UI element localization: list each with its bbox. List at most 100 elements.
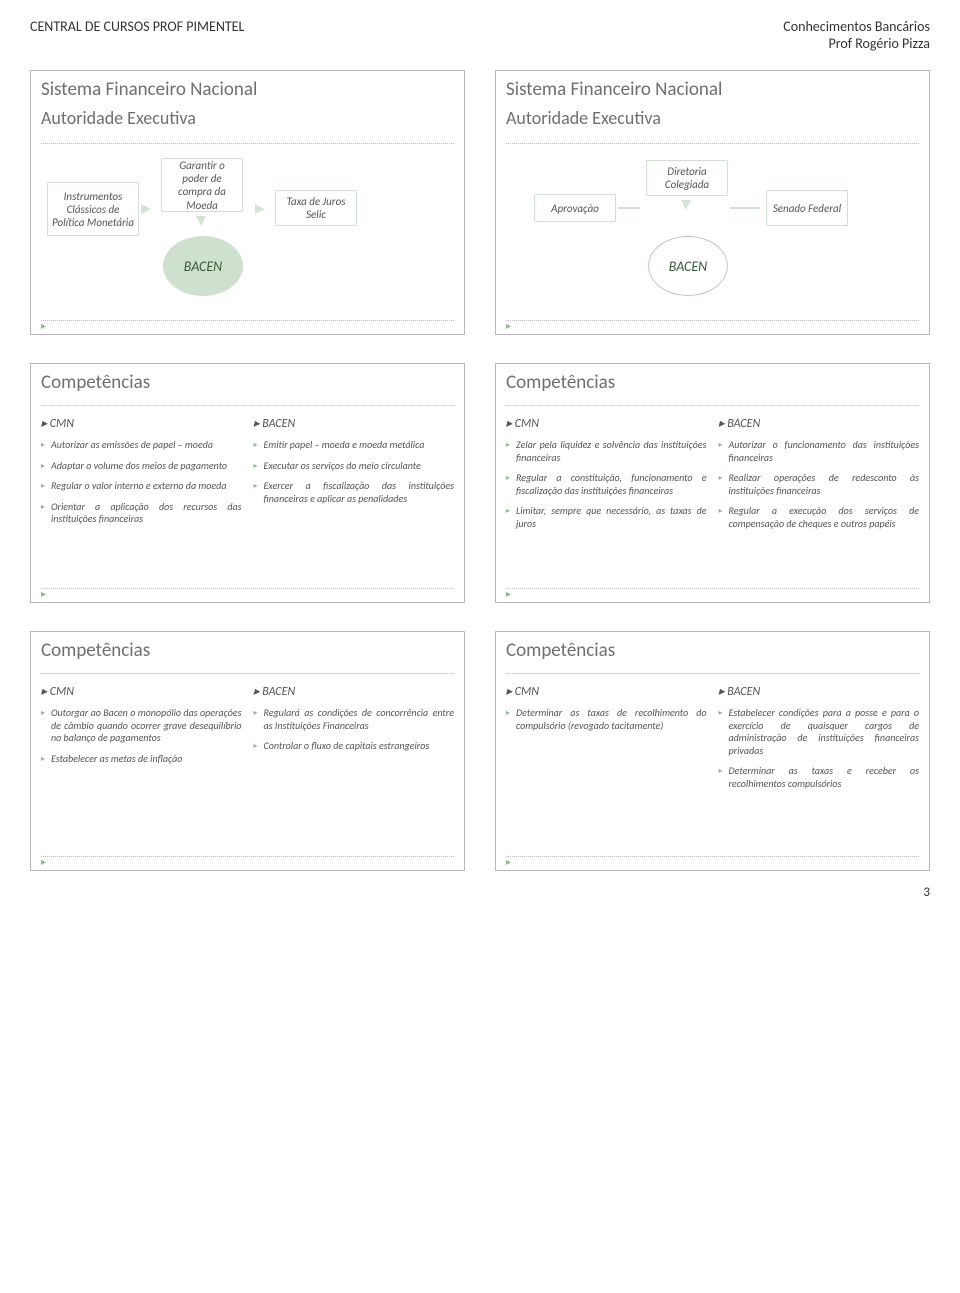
page-header: CENTRAL DE CURSOS PROF PIMENTEL Conhecim… — [30, 18, 930, 52]
panel-sfn-right: Sistema Financeiro Nacional Autoridade E… — [495, 70, 930, 335]
list: Estabelecer condições para a posse e par… — [719, 707, 920, 790]
panel-title: Competências — [41, 372, 454, 395]
list-item: Estabelecer as metas de inflação — [41, 753, 242, 766]
list: Autorizar o funcionamento das instituiçõ… — [719, 439, 920, 530]
two-col: ▸ CMN Zelar pela liquidez e solvência da… — [506, 416, 919, 538]
col-head: ▸ CMN — [41, 684, 242, 699]
page-number: 3 — [30, 885, 930, 900]
panel-titlebar: Competências — [506, 372, 919, 406]
panel-comp-6: Competências ▸ CMN Determinar as taxas d… — [495, 631, 930, 871]
list-item: Emitir papel – moeda e moeda metálica — [254, 439, 455, 452]
list-item: Autorizar as emissões de papel – moeda — [41, 439, 242, 452]
slide-grid: Sistema Financeiro Nacional Autoridade E… — [30, 70, 930, 871]
col-head-text: CMN — [50, 685, 74, 699]
bacen-circle: BACEN — [648, 236, 728, 296]
list-item: Orientar a aplicação dos recursos das in… — [41, 501, 242, 526]
panel-title: Competências — [41, 640, 454, 663]
col-cmn: ▸ CMN Autorizar as emissões de papel – m… — [41, 416, 242, 534]
diagram: Aprovação Diretoria Colegiada Senado Fed… — [506, 154, 919, 324]
col-head-text: BACEN — [727, 685, 760, 699]
col-head-text: BACEN — [262, 417, 295, 431]
list-item: Outorgar ao Bacen o monopólio das operaç… — [41, 707, 242, 745]
col-head-text: BACEN — [727, 417, 760, 431]
header-r1: Conhecimentos Bancários — [783, 18, 930, 35]
panel-titlebar: Sistema Financeiro Nacional Autoridade E… — [41, 79, 454, 144]
panel-title: Competências — [506, 640, 919, 663]
list-item: Regular a constituição, funcionamento e … — [506, 472, 707, 497]
diagram: Instrumentos Clássicos de Política Monet… — [41, 154, 454, 324]
arrow-icon — [681, 200, 691, 210]
col-bacen: ▸ BACEN Autorizar o funcionamento das in… — [719, 416, 920, 538]
col-head: ▸ BACEN — [719, 416, 920, 431]
box-diretoria: Diretoria Colegiada — [646, 160, 728, 196]
col-head: ▸ BACEN — [254, 416, 455, 431]
box-garantir: Garantir o poder de compra da Moeda — [161, 158, 243, 212]
col-head-text: BACEN — [262, 685, 295, 699]
col-cmn: ▸ CMN Zelar pela liquidez e solvência da… — [506, 416, 707, 538]
box-aprovacao: Aprovação — [534, 194, 616, 222]
panel-comp-5: Competências ▸ CMN Outorgar ao Bacen o m… — [30, 631, 465, 871]
col-cmn: ▸ CMN Determinar as taxas de recolhiment… — [506, 684, 707, 798]
col-bacen: ▸ BACEN Regulará as condições de concorr… — [254, 684, 455, 773]
bottom-rule: ▸ — [41, 856, 454, 862]
bottom-rule: ▸ — [506, 856, 919, 862]
list-item: Estabelecer condições para a posse e par… — [719, 707, 920, 757]
panel-subtitle: Autoridade Executiva — [41, 108, 454, 130]
list-item: Realizar operações de redesconto às inst… — [719, 472, 920, 497]
triangle-icon: ▸ — [506, 855, 511, 868]
panel-comp-4: Competências ▸ CMN Zelar pela liquidez e… — [495, 363, 930, 603]
header-left: CENTRAL DE CURSOS PROF PIMENTEL — [30, 18, 244, 52]
list: Determinar as taxas de recolhimento do c… — [506, 707, 707, 732]
col-head-text: CMN — [515, 417, 539, 431]
panel-titlebar: Competências — [41, 372, 454, 406]
list-item: Executar os serviços do meio circulante — [254, 460, 455, 473]
list-item: Zelar pela liquidez e solvência das inst… — [506, 439, 707, 464]
col-head: ▸ CMN — [41, 416, 242, 431]
panel-title: Competências — [506, 372, 919, 395]
col-head-text: CMN — [515, 685, 539, 699]
box-taxa: Taxa de Juros Selic — [275, 190, 357, 226]
col-bacen: ▸ BACEN Estabelecer condições para a pos… — [719, 684, 920, 798]
two-col: ▸ CMN Outorgar ao Bacen o monopólio das … — [41, 684, 454, 773]
panel-title: Sistema Financeiro Nacional — [506, 79, 919, 102]
list-item: Regular a execução dos serviços de compe… — [719, 505, 920, 530]
triangle-icon: ▸ — [41, 319, 46, 332]
panel-titlebar: Competências — [41, 640, 454, 674]
panel-subtitle: Autoridade Executiva — [506, 108, 919, 130]
arrow-icon — [196, 216, 206, 226]
col-head-text: CMN — [50, 417, 74, 431]
bottom-rule: ▸ — [41, 320, 454, 326]
triangle-icon: ▸ — [506, 319, 511, 332]
list-item: Determinar as taxas de recolhimento do c… — [506, 707, 707, 732]
col-head: ▸ BACEN — [719, 684, 920, 699]
bottom-rule: ▸ — [506, 320, 919, 326]
connector — [618, 207, 640, 209]
col-head: ▸ CMN — [506, 416, 707, 431]
bottom-rule: ▸ — [506, 588, 919, 594]
panel-comp-3: Competências ▸ CMN Autorizar as emissões… — [30, 363, 465, 603]
panel-titlebar: Competências — [506, 640, 919, 674]
list-item: Controlar o fluxo de capitais estrangeir… — [254, 740, 455, 753]
panel-title: Sistema Financeiro Nacional — [41, 79, 454, 102]
arrow-icon — [141, 204, 151, 214]
list: Outorgar ao Bacen o monopólio das operaç… — [41, 707, 242, 765]
box-instrumentos: Instrumentos Clássicos de Política Monet… — [47, 182, 139, 236]
list-item: Regular o valor interno e externo da moe… — [41, 480, 242, 493]
triangle-icon: ▸ — [41, 587, 46, 600]
bottom-rule: ▸ — [41, 588, 454, 594]
list: Zelar pela liquidez e solvência das inst… — [506, 439, 707, 530]
triangle-icon: ▸ — [41, 855, 46, 868]
col-head: ▸ CMN — [506, 684, 707, 699]
col-head: ▸ BACEN — [254, 684, 455, 699]
list-item: Autorizar o funcionamento das instituiçõ… — [719, 439, 920, 464]
bacen-circle: BACEN — [163, 236, 243, 296]
list-item: Regulará as condições de concorrência en… — [254, 707, 455, 732]
box-senado: Senado Federal — [766, 190, 848, 226]
list-item: Exercer a fiscalização das instituições … — [254, 480, 455, 505]
arrow-icon — [255, 204, 265, 214]
header-r2: Prof Rogério Pizza — [783, 35, 930, 52]
panel-titlebar: Sistema Financeiro Nacional Autoridade E… — [506, 79, 919, 144]
header-right: Conhecimentos Bancários Prof Rogério Piz… — [783, 18, 930, 52]
connector — [730, 207, 760, 209]
list-item: Adaptar o volume dos meios de pagamento — [41, 460, 242, 473]
